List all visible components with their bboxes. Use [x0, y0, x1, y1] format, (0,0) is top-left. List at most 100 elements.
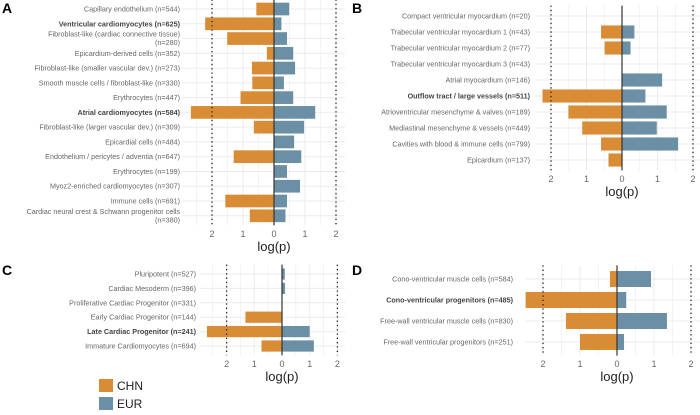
bar-chn: [205, 17, 274, 31]
tick-label: 2: [690, 174, 695, 184]
category-label: Early Cardiac Progenitor (n=144): [91, 313, 196, 322]
tick-label: 2: [540, 359, 545, 369]
bar-eur: [622, 121, 657, 135]
bar-eur: [617, 292, 627, 308]
category-label: Endothelium / pericytes / adventia (n=64…: [45, 152, 180, 161]
category-label-line: (n=380): [155, 215, 180, 224]
panel-letter: C: [2, 262, 12, 278]
category-label: Cardiac Mesoderm (n=396): [108, 284, 196, 293]
tick-label: 1: [651, 359, 656, 369]
bar-chn: [604, 41, 622, 55]
tick-label: 2: [548, 174, 553, 184]
category-label: Capillary endothelium (n=544): [84, 5, 180, 14]
bar-eur: [282, 340, 314, 352]
tick-label: 0: [271, 229, 276, 239]
bar-eur: [274, 165, 288, 178]
bar-eur: [274, 194, 288, 208]
bar-chn: [565, 313, 617, 329]
category-label: Atrial cardiomyocytes (n=584): [78, 108, 181, 117]
category-label: Epicardial cells (n=484): [105, 137, 180, 146]
category-label: Atrial myocardium (n=146): [446, 76, 531, 85]
bar-chn: [608, 153, 622, 167]
bar-eur: [282, 282, 286, 295]
category-label: Trabecular ventricular myocardium 3 (n=4…: [391, 60, 530, 69]
tick-label: 2: [333, 229, 338, 239]
legend-swatch-chn: [99, 379, 113, 392]
bar-chn: [251, 61, 274, 75]
category-label: Cono-ventricular muscle cells (n=584): [392, 275, 513, 284]
bar-eur: [274, 91, 294, 104]
bar-eur: [622, 25, 635, 39]
category-label: Atrioventricular mesenchyme & valves (n=…: [381, 108, 530, 117]
bar-chn: [525, 292, 617, 308]
tick-label: 2: [688, 359, 693, 369]
bar-eur: [274, 135, 295, 149]
category-label: Smooth muscle cells / fibroblast-like (n…: [39, 78, 180, 87]
bar-eur: [617, 334, 625, 350]
bar-chn: [256, 2, 274, 16]
category-label: Compact ventricular myocardium (n=20): [402, 12, 530, 21]
bar-chn: [240, 91, 274, 104]
tick-label: 1: [307, 359, 312, 369]
bar-chn: [601, 25, 622, 39]
bar-eur: [274, 2, 290, 16]
category-label: Trabecular ventricular myocardium 1 (n=4…: [391, 28, 530, 37]
category-label: Cardiac neural crest & Schwann progenito…: [27, 207, 181, 225]
panel-b: Compact ventricular myocardium (n=20) Tra…: [352, 0, 700, 199]
bar-eur: [274, 76, 284, 90]
tick-label: 1: [577, 359, 582, 369]
bar-chn: [190, 106, 274, 119]
bar-eur: [274, 61, 296, 75]
bar-chn: [601, 137, 622, 151]
tick-label: 2: [224, 359, 229, 369]
tick-label: 1: [252, 359, 257, 369]
bar-eur: [282, 325, 310, 338]
category-label: Late Cardiac Progenitor (n=241): [87, 327, 196, 336]
bar-chn: [245, 311, 282, 323]
panel-letter: D: [352, 262, 362, 278]
category-label: Immune cells (n=691): [111, 197, 180, 206]
tick-label: 0: [279, 359, 284, 369]
category-label: Free-wall ventricular progenitors (n=251…: [383, 338, 513, 347]
tick-label: 1: [655, 174, 660, 184]
x-axis-label: log(p): [600, 369, 633, 384]
panel-d: Cono-ventricular muscle cells (n=584) Con…: [352, 262, 700, 384]
category-label: Mediastinal mesenchyme & vessels (n=449): [389, 124, 530, 133]
category-label: Pluripotent (n=527): [135, 270, 196, 279]
category-label: Proliferative Cardiac Progenitor (n=331): [69, 298, 196, 307]
bar-chn: [252, 76, 274, 90]
panel-letter: B: [352, 0, 362, 16]
category-label: Fibroblast-like (cardiac connective tiss…: [48, 30, 180, 48]
tick-label: 0: [619, 174, 624, 184]
bar-chn: [542, 89, 622, 103]
category-label-line: Fibroblast-like (cardiac connective tiss…: [48, 30, 180, 39]
bar-eur: [274, 150, 302, 164]
category-label: Fibroblast-like (smaller vascular dev.) …: [35, 64, 180, 73]
bar-eur: [617, 271, 652, 287]
bar-chn: [233, 150, 274, 164]
category-label: Erythrocytes (n=447): [113, 93, 180, 102]
category-label: Cavities with blood & immune cells (n=79…: [392, 140, 530, 149]
bar-chn: [206, 325, 282, 338]
category-label: Trabecular ventricular myocardium 2 (n=7…: [391, 44, 530, 53]
legend-swatch-eur: [99, 397, 113, 410]
category-label: Cono-ventricular progenitors (n=485): [386, 296, 513, 305]
bar-eur: [274, 209, 286, 223]
bar-eur: [274, 179, 301, 193]
x-axis-label: log(p): [605, 184, 638, 199]
panel-c: Pluripotent (n=527) Cardiac Mesoderm (n=3…: [2, 262, 345, 384]
x-axis-label: log(p): [257, 239, 290, 254]
bar-chn: [227, 32, 274, 45]
legend-label: EUR: [117, 397, 143, 411]
bar-eur: [622, 89, 646, 103]
category-label: Free-wall ventricular muscle cells (n=83…: [380, 317, 513, 326]
bar-chn: [253, 120, 274, 134]
bar-eur: [274, 32, 288, 45]
bar-eur: [274, 46, 294, 60]
tick-label: 1: [584, 174, 589, 184]
bar-chn: [266, 46, 274, 60]
panel-a: Capillary endothelium (n=544) Ventricular…: [2, 0, 345, 254]
bar-chn: [249, 209, 274, 223]
category-label-line: (n=280): [155, 38, 180, 47]
